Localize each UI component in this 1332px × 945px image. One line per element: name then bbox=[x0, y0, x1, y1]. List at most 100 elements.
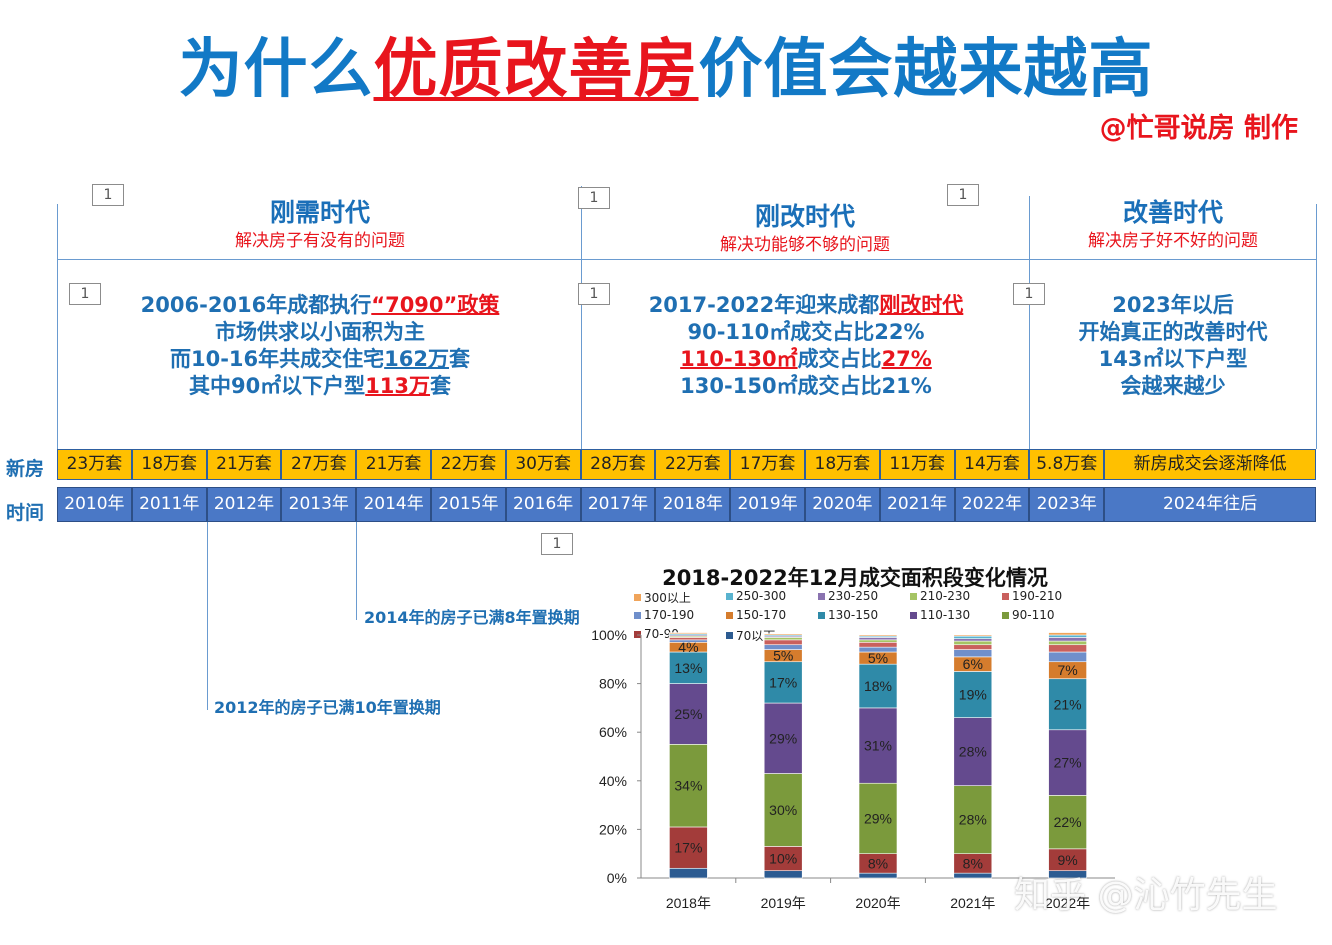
bar-data-label: 22% bbox=[1054, 814, 1082, 830]
bar-data-label: 10% bbox=[769, 851, 797, 867]
year-cell: 2023年 bbox=[1029, 487, 1105, 522]
bar-data-label: 13% bbox=[674, 660, 702, 676]
bar-segment bbox=[858, 641, 898, 648]
title-part1: 为什么 bbox=[178, 33, 374, 107]
sales-cell: 27万套 bbox=[281, 449, 357, 480]
desc-line: 2023年以后 bbox=[1112, 293, 1234, 317]
legend-item: 300以上 bbox=[634, 589, 691, 606]
desc-highlight: 162万 bbox=[384, 347, 449, 371]
x-tick-label: 2020年 bbox=[855, 895, 900, 911]
bar-data-label: 8% bbox=[868, 855, 888, 871]
desc-highlight: 113万 bbox=[365, 374, 431, 398]
year-cell: 2014年 bbox=[356, 487, 431, 522]
bar-data-label: 4% bbox=[678, 639, 698, 655]
sales-cell: 18万套 bbox=[131, 449, 207, 480]
bar-segment bbox=[953, 717, 993, 786]
bar-data-label: 18% bbox=[864, 678, 892, 694]
bar-segment bbox=[858, 782, 898, 854]
legend-item: 90-110 bbox=[1002, 608, 1055, 622]
title-highlight: 优质改善房 bbox=[373, 33, 699, 107]
bar-segment bbox=[953, 634, 993, 637]
bar-segment bbox=[669, 826, 708, 869]
sales-cell: 30万套 bbox=[505, 449, 581, 480]
legend-item: 230-250 bbox=[818, 589, 878, 603]
year-cell: 2020年 bbox=[804, 487, 880, 522]
year-cell: 2011年 bbox=[131, 487, 207, 522]
legend-swatch bbox=[634, 611, 641, 619]
desc-line: 开始真正的改善时代 bbox=[1078, 320, 1268, 344]
desc-line: 90-110㎡成交占比22% bbox=[687, 320, 925, 344]
year-cell: 2022年 bbox=[954, 487, 1030, 522]
bar-data-label: 29% bbox=[769, 730, 797, 746]
bar-data-label: 19% bbox=[959, 687, 987, 703]
callout-line-2012 bbox=[207, 522, 208, 710]
desc-line: 2017-2022年迎来成都 bbox=[648, 293, 880, 317]
page-title: 为什么优质改善房价值会越来越高 bbox=[0, 18, 1332, 110]
legend-item: 210-230 bbox=[910, 589, 970, 603]
placeholder-box: 1 bbox=[92, 184, 124, 206]
bar-segment bbox=[669, 744, 708, 828]
y-tick-label: 20% bbox=[599, 821, 627, 837]
placeholder-box: 1 bbox=[578, 283, 610, 305]
bar-segment bbox=[669, 867, 708, 879]
bar-segment bbox=[953, 785, 993, 854]
x-tick-label: 2018年 bbox=[666, 895, 711, 911]
bar-segment bbox=[858, 872, 898, 879]
year-cell: 2019年 bbox=[730, 487, 805, 522]
bar-segment bbox=[858, 635, 898, 638]
bar-segment bbox=[763, 773, 803, 847]
bar-data-label: 30% bbox=[769, 802, 797, 818]
era-subtitle-rigid-demand: 解决房子有没有的问题 bbox=[235, 231, 405, 251]
era-subtitle-upgrade: 解决功能够不够的问题 bbox=[720, 235, 890, 255]
chart-title: 2018-2022年12月成交面积段变化情况 bbox=[662, 566, 1048, 590]
x-tick-label: 2021年 bbox=[950, 895, 995, 911]
era-divider-right bbox=[1316, 204, 1317, 449]
bar-segment bbox=[669, 651, 708, 684]
legend-item: 250-300 bbox=[726, 589, 786, 603]
y-tick-label: 40% bbox=[599, 773, 627, 789]
y-tick-label: 60% bbox=[599, 724, 627, 740]
bar-segment bbox=[1048, 640, 1087, 646]
era-subtitle-improvement: 解决房子好不好的问题 bbox=[1088, 231, 1258, 251]
bar-segment bbox=[858, 646, 898, 653]
sales-cell: 17万套 bbox=[730, 449, 805, 480]
title-part2: 价值会越来越高 bbox=[698, 33, 1154, 107]
placeholder-box: 1 bbox=[947, 184, 979, 206]
bar-segment bbox=[858, 634, 898, 637]
year-cell-future: 2024年往后 bbox=[1104, 487, 1317, 522]
year-row: 2010年 2011年 2012年 2013年 2014年 2015年 2016… bbox=[57, 487, 1317, 522]
bar-segment bbox=[763, 661, 803, 704]
year-cell: 2015年 bbox=[430, 487, 506, 522]
sales-cell: 11万套 bbox=[879, 449, 955, 480]
legend-label: 230-250 bbox=[828, 589, 879, 603]
placeholder-box: 1 bbox=[1013, 283, 1045, 305]
bar-data-label: 7% bbox=[1057, 662, 1077, 678]
desc-highlight: 刚改时代 bbox=[879, 293, 964, 317]
bar-data-label: 28% bbox=[959, 744, 987, 760]
bar-data-label: 8% bbox=[963, 855, 983, 871]
time-row-label: 时间 bbox=[6, 502, 45, 524]
bar-segment bbox=[1048, 632, 1087, 636]
legend-swatch bbox=[1002, 592, 1009, 600]
legend-label: 70-90 bbox=[644, 627, 679, 641]
legend-item: 70-90 bbox=[634, 627, 679, 641]
author-credit: @忙哥说房 制作 bbox=[1099, 113, 1298, 144]
bar-data-label: 25% bbox=[674, 706, 702, 722]
sales-cell: 18万套 bbox=[804, 449, 880, 480]
bar-segment bbox=[858, 637, 898, 641]
bar-segment bbox=[953, 635, 993, 639]
bar-data-label: 6% bbox=[963, 656, 983, 672]
legend-label: 130-150 bbox=[828, 608, 879, 622]
placeholder-box: 1 bbox=[541, 533, 573, 555]
sales-row: 23万套 18万套 21万套 27万套 21万套 22万套 30万套 28万套 … bbox=[57, 449, 1317, 480]
bar-segment bbox=[1048, 729, 1087, 796]
bar-segment bbox=[763, 702, 803, 774]
y-tick-label: 100% bbox=[591, 627, 627, 643]
bar-segment bbox=[953, 853, 993, 874]
bar-data-label: 17% bbox=[769, 674, 797, 690]
legend-item: 70以下 bbox=[726, 627, 775, 644]
bar-segment bbox=[763, 870, 803, 879]
legend-label: 170-190 bbox=[644, 608, 695, 622]
year-cell: 2010年 bbox=[57, 487, 132, 522]
bar-segment bbox=[858, 707, 898, 784]
